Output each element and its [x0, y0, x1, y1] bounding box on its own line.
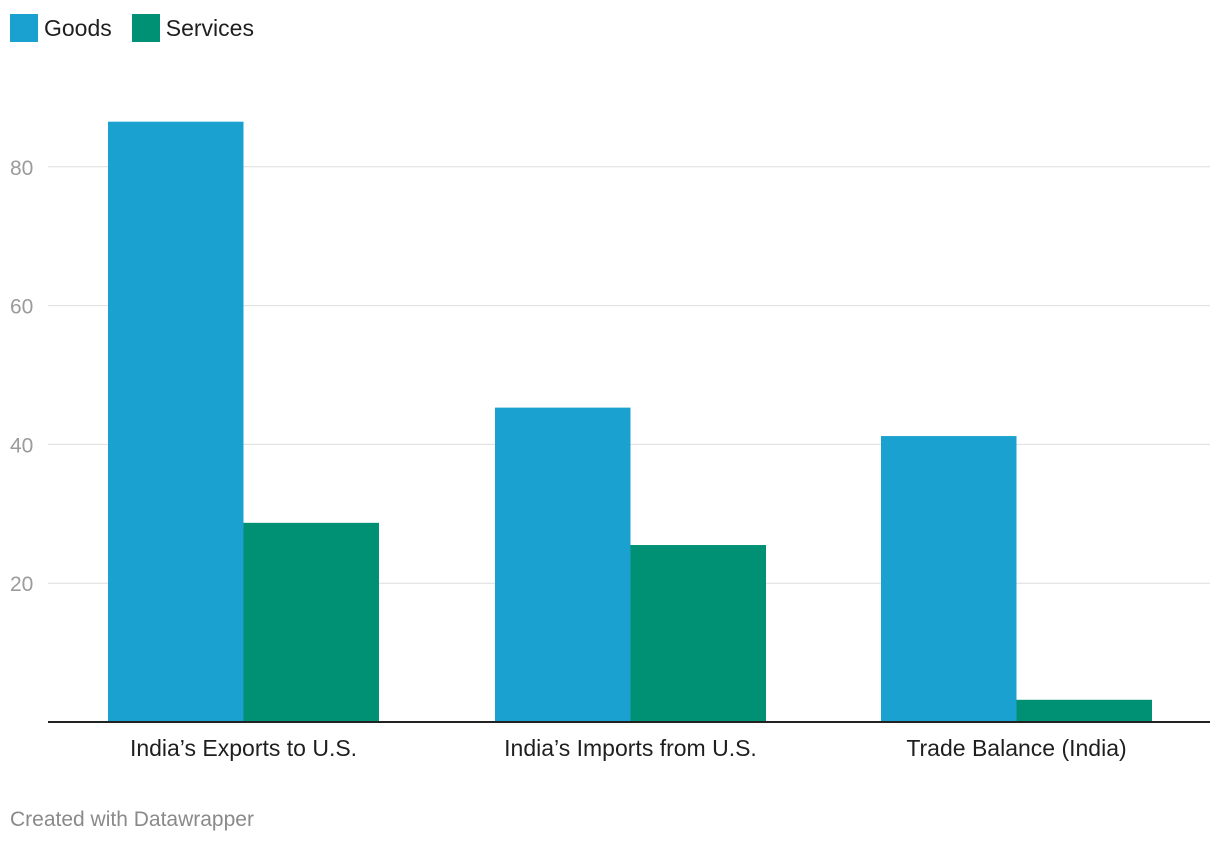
y-tick-label-80: 80	[10, 157, 33, 180]
y-axis-ticks: 20 40 60 80	[10, 157, 33, 596]
bar-goods-2	[881, 436, 1017, 722]
legend-item-services: Services	[131, 14, 254, 42]
y-tick-label-60: 60	[10, 296, 33, 319]
x-axis-labels: India’s Exports to U.S. India’s Imports f…	[130, 735, 1127, 761]
y-tick-label-40: 40	[10, 434, 33, 457]
x-category-label-0: India’s Exports to U.S.	[130, 735, 357, 761]
legend-label-services: Services	[165, 14, 254, 41]
legend-label-goods: Goods	[44, 14, 112, 41]
y-tick-label-20: 20	[10, 573, 33, 596]
bar-services-2	[1016, 699, 1152, 722]
x-category-label-1: India’s Imports from U.S.	[504, 735, 757, 761]
legend-item-goods: Goods	[10, 14, 112, 42]
legend-swatch-services	[131, 14, 160, 42]
bar-services-1	[630, 545, 766, 722]
bar-goods-1	[495, 407, 631, 722]
credit-footer: Created with Datawrapper	[10, 808, 254, 831]
bar-services-0	[243, 522, 379, 722]
x-category-label-2: Trade Balance (India)	[906, 735, 1126, 761]
bar-goods-0	[108, 121, 244, 722]
chart-legend: Goods Services	[10, 14, 254, 42]
legend-swatch-goods	[10, 14, 38, 42]
bars	[108, 121, 1152, 722]
